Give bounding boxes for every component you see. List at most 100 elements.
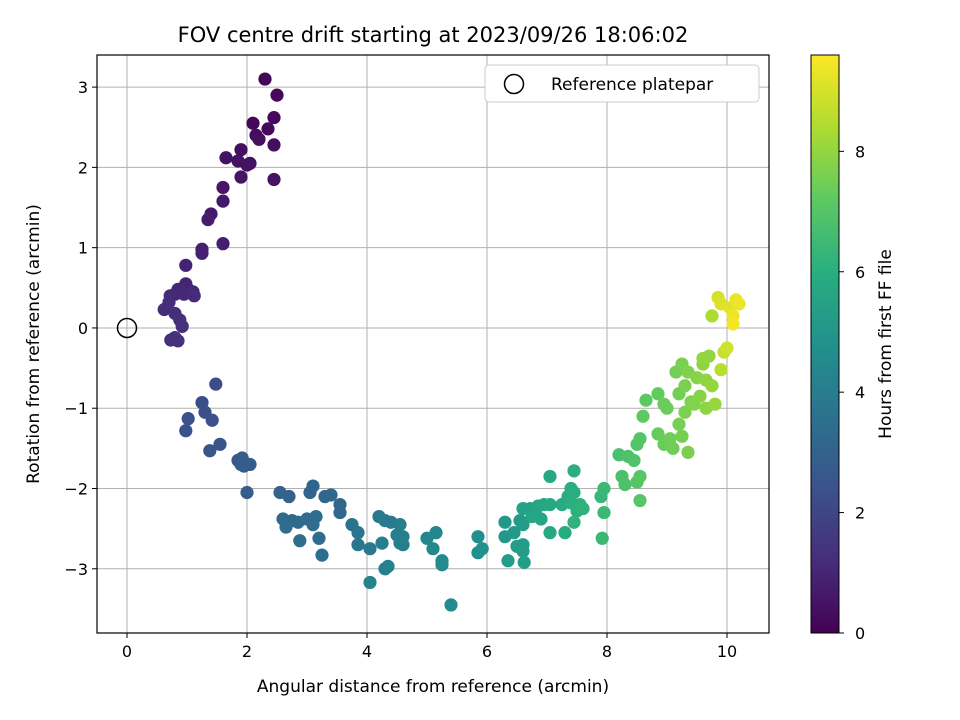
colorbar-tick-label: 6	[855, 263, 865, 282]
data-point	[282, 489, 296, 504]
colorbar-label: Hours from first FF file	[876, 249, 896, 439]
colorbar-tick-label: 8	[855, 142, 865, 161]
data-point	[516, 518, 530, 532]
data-point	[195, 246, 209, 260]
y-tick-label: −2	[64, 480, 88, 499]
y-tick-label: 2	[78, 158, 88, 177]
x-tick-label: 8	[602, 642, 612, 661]
data-point	[651, 387, 665, 401]
data-point	[234, 143, 248, 157]
data-point	[501, 554, 515, 568]
data-point	[234, 170, 248, 184]
data-point	[267, 172, 281, 187]
data-point	[315, 548, 329, 562]
data-point	[732, 297, 746, 311]
colorbar-tick-label: 4	[855, 383, 865, 402]
data-point	[516, 538, 530, 552]
data-point	[219, 151, 233, 165]
data-point	[240, 158, 254, 172]
data-point	[157, 302, 171, 317]
data-point	[681, 445, 695, 459]
data-point	[675, 429, 689, 443]
data-point	[396, 538, 410, 552]
data-point	[543, 497, 557, 512]
legend-box	[484, 64, 760, 103]
legend-marker	[503, 73, 525, 95]
data-point	[246, 116, 260, 130]
y-axis-label: Rotation from reference (arcmin)	[24, 204, 44, 484]
colorbar: 0 2 4 6 8 Hours from first FF file	[810, 54, 896, 643]
x-tick-label: 4	[362, 642, 372, 661]
reference-marker	[116, 317, 138, 339]
data-point	[258, 72, 272, 86]
data-point	[312, 531, 326, 545]
data-point	[240, 485, 254, 500]
data-point	[435, 558, 449, 572]
data-point	[181, 412, 195, 426]
y-tick-label: −3	[64, 560, 88, 579]
data-point	[576, 501, 590, 516]
data-point	[261, 122, 275, 136]
x-tick-label: 0	[122, 642, 132, 661]
data-point	[693, 389, 707, 403]
data-point	[279, 520, 293, 534]
data-point	[175, 319, 189, 333]
data-point	[177, 287, 191, 301]
data-point	[558, 526, 572, 540]
data-point	[597, 481, 611, 496]
data-point	[567, 485, 581, 500]
data-point	[270, 88, 284, 102]
data-point	[203, 444, 217, 458]
data-point	[726, 317, 740, 331]
data-point	[597, 505, 611, 520]
data-point	[696, 351, 710, 366]
data-point	[627, 453, 641, 468]
data-point	[267, 138, 281, 152]
data-point	[306, 518, 320, 532]
x-tick-label: 6	[482, 642, 492, 661]
colorbar-tick-label: 0	[855, 624, 865, 643]
data-point	[595, 531, 609, 545]
data-point	[471, 530, 485, 544]
data-point	[324, 488, 338, 502]
data-point	[426, 542, 440, 556]
data-point	[660, 401, 674, 415]
data-point	[720, 341, 734, 355]
legend-entry: Reference platepar	[551, 75, 713, 95]
data-point	[205, 413, 219, 427]
data-point	[633, 493, 647, 508]
data-point	[171, 334, 185, 348]
data-point	[216, 180, 230, 195]
data-point	[187, 289, 201, 303]
x-axis-label: Angular distance from reference (arcmin)	[257, 677, 609, 697]
data-point	[633, 432, 647, 446]
data-point	[666, 441, 680, 455]
data-point	[363, 575, 377, 590]
data-point	[639, 393, 653, 407]
data-point	[375, 536, 389, 550]
data-point	[633, 469, 647, 484]
colorbar-gradient	[810, 54, 840, 634]
data-point	[444, 598, 458, 612]
data-point	[216, 237, 230, 251]
data-point	[534, 512, 548, 526]
data-point	[498, 515, 512, 529]
data-point	[293, 534, 307, 548]
plot-frame	[96, 54, 770, 634]
data-point	[678, 405, 692, 419]
data-point	[517, 555, 531, 569]
data-point	[267, 111, 281, 125]
data-point	[201, 212, 215, 227]
y-tick-label: 3	[78, 78, 88, 97]
data-point	[475, 542, 489, 556]
x-axis-ticks: 0 2 4 6 8 10	[122, 633, 737, 661]
data-point	[378, 562, 392, 576]
data-point	[363, 542, 377, 556]
data-point	[179, 424, 193, 438]
colorbar-ticks: 0 2 4 6 8	[839, 142, 865, 643]
data-point	[618, 477, 632, 492]
data-point	[636, 409, 650, 423]
data-point	[252, 132, 266, 146]
data-point	[672, 417, 686, 431]
